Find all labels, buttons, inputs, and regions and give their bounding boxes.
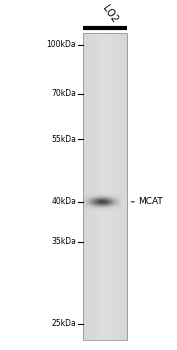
Text: LO2: LO2 <box>100 4 119 25</box>
Text: 25kDa: 25kDa <box>51 319 76 328</box>
Text: 70kDa: 70kDa <box>51 89 76 98</box>
Text: 100kDa: 100kDa <box>47 41 76 49</box>
Text: 40kDa: 40kDa <box>51 197 76 206</box>
Text: MCAT: MCAT <box>138 197 163 206</box>
Text: 55kDa: 55kDa <box>51 135 76 144</box>
Text: 35kDa: 35kDa <box>51 237 76 246</box>
